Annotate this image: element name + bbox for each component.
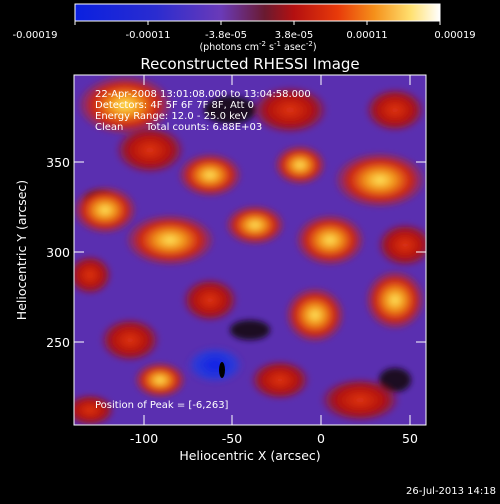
footer-date: 26-Jul-2013 14:18 [406,486,496,497]
colorbar-tick-label: -0.00019 [13,30,58,41]
annotation-method: Clean [95,122,123,133]
annotation-energy: Energy Range: 12.0 - 25.0 keV [95,111,248,122]
annotation-detectors: Detectors: 4F 5F 6F 7F 8F, Att 0 [95,100,254,111]
plot-frame [73,74,427,426]
y-tick-label: 300 [46,245,70,260]
x-tick-label: -100 [130,431,158,446]
colorbar [74,3,441,22]
colorbar-tick-label: 0.00011 [346,30,387,41]
x-tick-label: 50 [402,431,418,446]
colorbar-tick-label: -0.00011 [126,30,171,41]
annotation-peak: Position of Peak = [-6,263] [95,400,229,411]
annotation-time: 22-Apr-2008 13:01:08.000 to 13:04:58.000 [95,89,311,100]
colorbar-units: (photons cm-2 s-1 asec-2) [199,40,316,53]
colorbar-tick-label: -3.8e-05 [205,30,247,41]
x-tick-label: -50 [222,431,242,446]
y-tick-label: 250 [46,335,70,350]
x-tick-label: 0 [317,431,325,446]
colorbar-tick-label: 0.00019 [434,30,475,41]
rhessi-image [74,75,426,425]
y-axis-label: Heliocentric Y (arcsec) [14,180,29,320]
y-tick-label: 350 [46,155,70,170]
colorbar-tick-label: 3.8e-05 [275,30,313,41]
colorbar-ticks [74,21,441,25]
plot-title: Reconstructed RHESSI Image [140,55,359,73]
x-axis-label: Heliocentric X (arcsec) [179,448,320,463]
annotation-counts: Total counts: 6.88E+03 [145,122,262,133]
axis-ticks [74,75,426,425]
